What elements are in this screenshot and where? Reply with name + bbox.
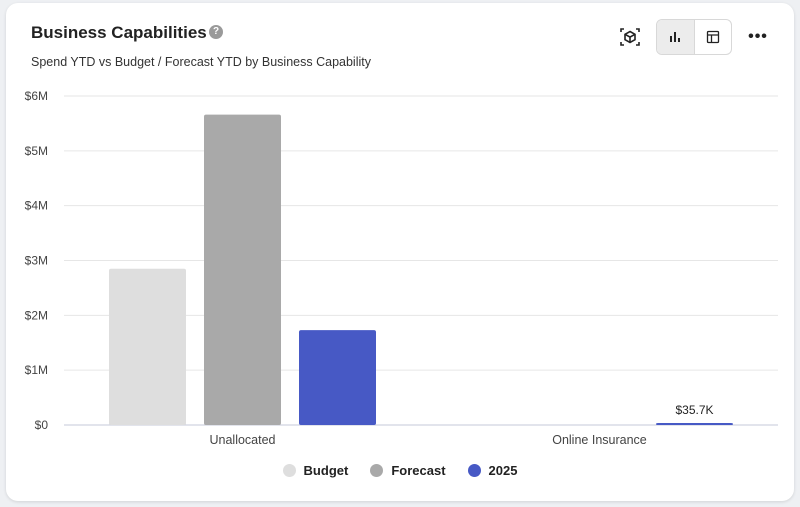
legend-label: Budget <box>303 463 349 478</box>
bar-budget-unallocated <box>109 268 186 425</box>
view-toggle <box>656 19 732 55</box>
legend-swatch <box>282 464 296 477</box>
cube-scan-icon[interactable] <box>612 19 648 55</box>
y-tick-label: $1M <box>25 363 48 377</box>
bar-2025-unallocated <box>299 330 376 425</box>
legend-label: 2025 <box>488 463 518 478</box>
x-tick-label: Unallocated <box>209 433 275 447</box>
legend-swatch <box>370 464 384 477</box>
bar-chart-icon[interactable] <box>657 20 695 54</box>
y-tick-label: $2M <box>25 308 48 322</box>
y-tick-label: $5M <box>25 144 48 158</box>
bar-chart: $0 $1M $2M $3M $4M $5M $6M Unallocated $35.7K Onl… <box>25 89 778 447</box>
question-circle-icon[interactable]: ? <box>209 25 223 39</box>
data-label: $35.7K <box>675 403 713 417</box>
card-title: Business Capabilities <box>31 23 207 42</box>
y-tick-label: $4M <box>25 199 48 213</box>
x-tick-label: Online Insurance <box>552 433 647 447</box>
y-tick-label: $6M <box>25 89 48 103</box>
bar-forecast-unallocated <box>204 114 281 425</box>
legend-swatch <box>467 464 481 477</box>
legend-item-2025[interactable]: 2025 <box>467 463 518 478</box>
chart-legend: Budget Forecast 2025 <box>6 463 794 478</box>
y-tick-label: $3M <box>25 254 48 268</box>
bar-2025-online-insurance <box>656 423 733 425</box>
legend-item-budget[interactable]: Budget <box>282 463 349 478</box>
legend-item-forecast[interactable]: Forecast <box>370 463 446 478</box>
more-horizontal-icon[interactable]: ••• <box>748 28 768 45</box>
card-subtitle: Spend YTD vs Budget / Forecast YTD by Bu… <box>31 55 371 69</box>
legend-label: Forecast <box>391 463 446 478</box>
y-tick-label: $0 <box>35 418 49 432</box>
table-icon[interactable] <box>695 20 732 54</box>
business-capabilities-card: Business Capabilities ? Spend YTD vs Bud… <box>6 3 794 501</box>
